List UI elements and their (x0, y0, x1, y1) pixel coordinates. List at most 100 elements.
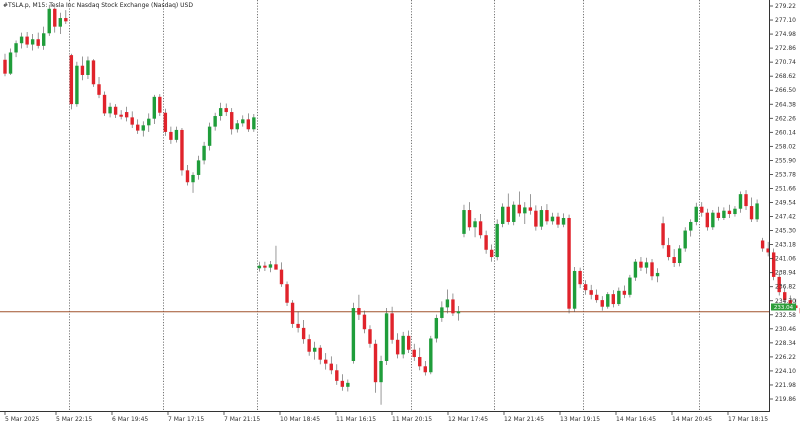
candle-body (600, 300, 604, 307)
candle (440, 301, 444, 322)
candle-body (75, 65, 79, 105)
candle (213, 112, 217, 131)
x-tick-label: 7 Mar 21:15 (224, 416, 260, 423)
candle (97, 76, 101, 99)
candle (445, 289, 450, 314)
candle-body (489, 249, 494, 258)
candle (124, 106, 129, 122)
y-tick-label: 243.18 (775, 242, 796, 249)
candle (489, 244, 494, 262)
candle (64, 10, 68, 25)
candle (572, 266, 577, 313)
candle-body (113, 106, 118, 115)
candle (395, 333, 400, 359)
candle-body (36, 39, 40, 46)
candle-body (517, 204, 521, 214)
candle (528, 194, 533, 215)
candle (716, 206, 721, 221)
candle (47, 4, 51, 36)
candle (224, 103, 228, 117)
candle-body (578, 270, 582, 285)
candle (351, 302, 356, 364)
candle-body (528, 207, 533, 211)
candle-body (705, 212, 710, 228)
candle-body (42, 33, 46, 46)
candle (622, 285, 627, 299)
candle (617, 287, 621, 307)
candle-body (318, 347, 322, 360)
candle (180, 127, 184, 176)
candle (30, 33, 35, 51)
candle (69, 53, 74, 110)
candle (318, 345, 322, 365)
candle (672, 249, 676, 267)
candle (368, 325, 372, 348)
candle (506, 193, 510, 225)
candle-body (152, 96, 157, 119)
candle (329, 356, 333, 375)
candle (501, 203, 505, 228)
candle-body (783, 292, 787, 301)
candle-body (550, 216, 555, 222)
candle-body (572, 270, 577, 309)
candle (80, 56, 85, 81)
candle (152, 94, 157, 124)
candle-body (755, 203, 759, 220)
candle (705, 208, 710, 231)
y-tick-label: 247.42 (775, 214, 796, 221)
candle (147, 113, 151, 132)
candle (357, 294, 361, 320)
candle-body (716, 212, 721, 218)
candle-body (418, 357, 422, 367)
candle-body (639, 261, 643, 268)
y-tick-label: 258.02 (775, 143, 796, 150)
y-tick-label: 234.70 (775, 298, 796, 305)
candle (517, 191, 521, 217)
candles (3, 4, 800, 405)
candle-body (412, 349, 416, 358)
candle-body (484, 235, 488, 250)
candle-body (91, 60, 96, 85)
current-price-badge: 233.04 (771, 303, 796, 311)
candle (771, 248, 776, 281)
candle (373, 339, 378, 393)
candle (534, 205, 538, 231)
y-axis: 279.22 277.10 274.98 272.86 270.74 268.62 266.… (769, 3, 796, 403)
candle-body (595, 294, 599, 301)
candle (285, 281, 289, 307)
candle-body (700, 206, 704, 213)
candle-body (738, 194, 743, 209)
candle-body (689, 221, 693, 231)
candle-body (512, 204, 516, 222)
candle-body (351, 308, 356, 361)
candle (401, 331, 405, 359)
candle-body (368, 329, 372, 344)
candle (296, 311, 300, 333)
x-tick-label: 13 Mar 19:15 (560, 416, 600, 423)
y-tick-label: 260.14 (775, 129, 796, 136)
y-tick-label: 224.10 (775, 368, 796, 375)
candle-body (25, 36, 29, 45)
candle (169, 126, 173, 144)
candle-body (545, 210, 549, 222)
candle-body (180, 129, 184, 171)
candle (174, 126, 179, 143)
candle-body (362, 314, 367, 330)
candle-body (263, 265, 267, 268)
candle-body (80, 65, 85, 75)
candle-body (119, 114, 123, 117)
candle-body (451, 299, 455, 314)
candle (561, 213, 566, 228)
y-tick-label: 238.94 (775, 270, 796, 277)
candle-body (290, 302, 295, 324)
candle-body (207, 126, 212, 146)
candle-body (677, 248, 682, 264)
candle-body (506, 206, 510, 222)
candle-body (340, 380, 345, 387)
candle (760, 237, 765, 252)
candle (196, 155, 201, 180)
candle-body (655, 272, 660, 277)
candle (312, 341, 317, 360)
candle (484, 230, 488, 254)
candle-body (406, 335, 411, 350)
